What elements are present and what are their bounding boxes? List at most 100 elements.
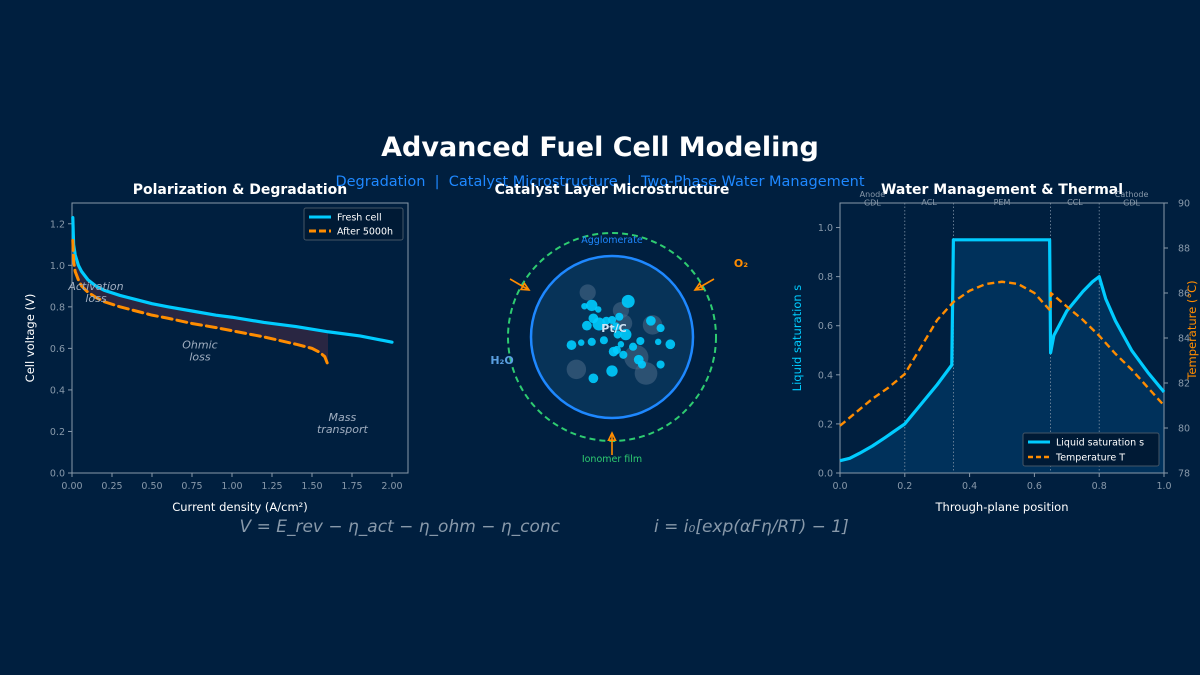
y-tick-label: 0.6 [50,344,65,355]
h2o-label: H₂O [490,354,513,367]
y2-tick-label: 90 [1178,199,1190,210]
pt-carbon-particle [656,360,665,369]
y-tick-label: 0.0 [818,469,833,480]
pt-carbon-particle [654,338,662,346]
y-tick-label: 1.2 [50,219,65,230]
annotation-label: Activation loss [67,280,123,305]
pt-carbon-particle [577,339,585,346]
catalyst-diagram: Catalyst Layer Microstructure Agglomerate… [490,182,748,465]
ionomer-label: Ionomer film [582,454,642,465]
chart-title: Catalyst Layer Microstructure [495,182,730,198]
y-tick-label: 0.4 [818,370,833,381]
pt-carbon-particle [607,315,617,325]
y-tick-label: 0.4 [50,385,65,396]
pt-carbon-particle [646,315,656,326]
y-tick-label: 0.8 [818,272,833,283]
saturation-line [839,238,1166,463]
pt-carbon-particle [582,320,592,331]
y2-tick-label: 78 [1178,469,1190,480]
pt-carbon-particle [566,359,587,380]
pt-carbon-particle [656,324,665,333]
chart-title: Water Management & Thermal [881,182,1123,198]
fresh-cell-line [71,215,394,344]
pt-carbon-particle [665,339,676,350]
pt-carbon-particle [612,322,621,331]
legend-label-aged: After 5000h [337,227,393,238]
arrow-left-in [509,278,530,291]
page-subtitle: Degradation | Catalyst Microstructure | … [335,174,864,190]
pt-carbon-particle [594,306,602,313]
pt-carbon-particle [620,328,632,341]
legend-label-fresh: Fresh cell [337,213,382,224]
pt-carbon-particle [586,299,598,312]
pt-carbon-particle [606,365,618,377]
y2-axis-label: Temperature (°C) [1185,280,1199,380]
agglomerate-label: Agglomerate [581,235,643,246]
y-axis-label: Cell voltage (V) [23,294,37,383]
pt-carbon-particle [613,330,622,339]
arrow-bottom-in-head [607,431,617,442]
y-tick-label: 1.0 [50,261,65,272]
pt-carbon-particle [566,340,577,350]
voltage-equation: V = E_rev − η_act − η_ohm − η_conc [240,517,561,537]
pt-carbon-particle [619,350,628,359]
degradation-fill [72,217,328,365]
y2-tick-label: 82 [1178,379,1190,390]
pt-carbon-particle [588,373,599,384]
region-label: Cathode GDL [1115,190,1149,208]
y-tick-label: 0.0 [50,469,65,480]
arrow-left-in-head [519,281,531,291]
annotation-label: Mass transport [317,411,369,436]
y-tick-label: 0.6 [818,321,833,332]
saturation-fill [840,239,1164,473]
x-tick-label: 0.0 [832,481,847,492]
x-tick-label: 0.75 [181,481,202,492]
pt-carbon-particle [629,342,638,351]
x-tick-label: 1.00 [221,481,242,492]
legend-label-saturation: Liquid saturation s [1056,438,1144,449]
butler-volmer-equation: i = i₀[exp(αFη/RT) − 1] [654,517,849,537]
x-tick-label: 0.50 [141,481,162,492]
x-tick-label: 1.0 [1156,481,1171,492]
x-tick-label: 0.8 [1092,481,1107,492]
y-axis-label: Liquid saturation s [790,285,804,392]
pt-carbon-particle [581,302,588,310]
pt-carbon-particle [599,336,608,345]
x-tick-label: 2.00 [381,481,402,492]
x-tick-label: 0.00 [61,481,82,492]
pt-carbon-particle [612,345,621,355]
x-tick-label: 1.75 [341,481,362,492]
x-tick-label: 0.4 [962,481,977,492]
arrow-right-in-head [693,281,705,291]
pt-carbon-particle [617,341,625,348]
region-label: Anode GDL [860,190,886,208]
annotation-label: Ohmic loss [182,338,217,363]
y-tick-label: 0.8 [50,302,65,313]
agglomerate-circle [529,254,695,420]
pt-carbon-particle [579,284,596,301]
x-axis-label: Through-plane position [935,500,1069,514]
y2-tick-label: 84 [1178,334,1190,345]
x-tick-label: 0.2 [897,481,912,492]
y2-tick-label: 80 [1178,424,1190,435]
pt-carbon-particle [621,294,635,308]
y2-tick-label: 86 [1178,289,1190,300]
polarization-chart: Polarization & Degradation 0.00 0.25 0.50 0.… [23,182,409,514]
y-tick-label: 1.0 [818,223,833,234]
x-tick-label: 0.25 [101,481,122,492]
page-title: Advanced Fuel Cell Modeling [381,132,819,163]
pt-carbon-particle [633,354,644,365]
axes-frame [71,202,409,474]
pt-carbon-particle [615,312,624,321]
o2-label: O₂ [734,257,748,270]
temperature-line [839,280,1165,427]
pt-carbon-particle [588,313,599,324]
x-tick-label: 0.6 [1027,481,1042,492]
x-axis-label: Current density (A/cm²) [172,500,308,514]
y2-tick-label: 88 [1178,244,1190,255]
y-tick-label: 0.2 [50,427,65,438]
center-label: Pt/C [601,322,626,335]
arrow-right-in [694,278,715,291]
